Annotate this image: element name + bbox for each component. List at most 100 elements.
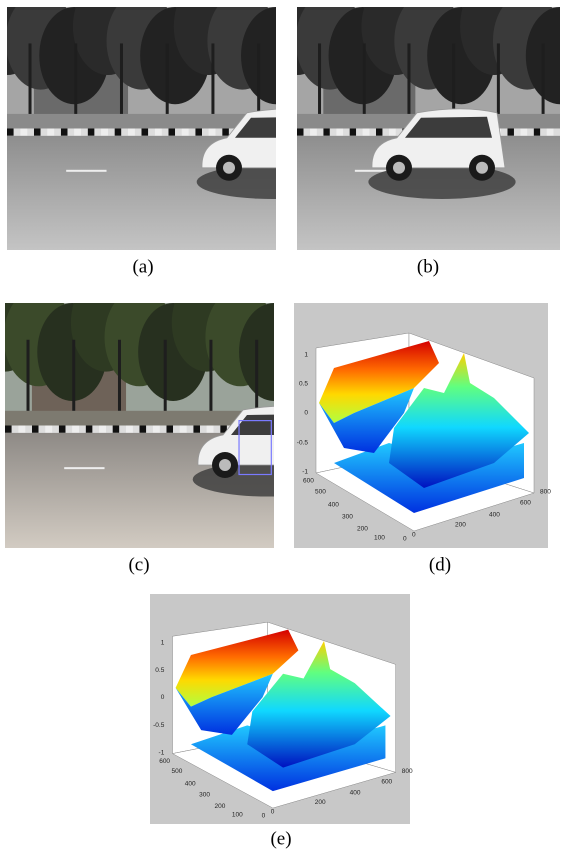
curb xyxy=(195,128,203,136)
surface xyxy=(175,629,299,707)
trunk xyxy=(119,43,123,117)
trunk xyxy=(74,43,78,117)
y-tick-label: 300 xyxy=(342,514,353,521)
curb xyxy=(11,425,19,433)
curb xyxy=(58,425,66,433)
curb xyxy=(72,425,79,433)
lane-mark xyxy=(66,169,107,172)
curb xyxy=(7,128,14,136)
caption: (e) xyxy=(270,828,291,849)
trunk xyxy=(72,339,76,414)
curb xyxy=(546,128,554,136)
surface xyxy=(319,341,439,423)
sidewalk xyxy=(5,410,274,426)
trunk xyxy=(163,339,167,414)
shadow xyxy=(192,462,274,497)
y-tick-label: 0 xyxy=(403,536,407,543)
curb xyxy=(375,128,383,136)
trunk xyxy=(211,43,215,117)
curb xyxy=(119,425,127,433)
z-tick-label: -0.5 xyxy=(153,722,165,729)
curb xyxy=(78,425,86,433)
curb xyxy=(520,128,528,136)
x-tick-label: 0 xyxy=(412,532,416,539)
curb xyxy=(297,128,304,136)
curb xyxy=(105,425,113,433)
curb xyxy=(181,128,189,136)
caption: (d) xyxy=(429,554,451,575)
curb xyxy=(303,128,311,136)
curb xyxy=(87,128,95,136)
y-tick-label: 100 xyxy=(232,811,243,818)
trunk xyxy=(209,339,213,414)
z-tick-label: 0 xyxy=(161,694,165,701)
trunk xyxy=(26,339,30,414)
photo xyxy=(5,303,274,548)
shadow xyxy=(196,164,276,199)
y-tick-label: 200 xyxy=(214,803,225,810)
curb xyxy=(222,128,229,136)
x-tick-label: 600 xyxy=(381,778,392,785)
curb xyxy=(208,128,216,136)
curb xyxy=(206,425,214,433)
curb xyxy=(362,128,370,136)
trunk xyxy=(255,339,259,414)
curb xyxy=(18,425,26,433)
curb xyxy=(316,128,324,136)
surface xyxy=(389,353,529,488)
x-tick-label: 0 xyxy=(271,809,275,816)
z-tick-label: -1 xyxy=(159,749,165,756)
curb xyxy=(107,128,115,136)
curb xyxy=(85,425,93,433)
curb xyxy=(54,128,61,136)
curb xyxy=(45,425,53,433)
curb xyxy=(533,128,541,136)
curb xyxy=(74,128,81,136)
curb xyxy=(343,128,350,136)
curb xyxy=(159,425,167,433)
curb xyxy=(146,425,153,433)
window xyxy=(235,117,276,138)
curb xyxy=(67,128,75,136)
curb xyxy=(40,128,48,136)
rim xyxy=(219,459,231,471)
curb xyxy=(186,425,194,433)
curb xyxy=(389,128,396,136)
curb xyxy=(500,128,508,136)
curb xyxy=(154,128,162,136)
x-tick-label: 200 xyxy=(455,522,466,529)
curb xyxy=(101,128,108,136)
z-tick-label: 0 xyxy=(304,410,308,417)
curb xyxy=(215,128,223,136)
curb xyxy=(369,128,376,136)
curb xyxy=(349,128,357,136)
x-tick-label: 800 xyxy=(402,768,413,775)
curb xyxy=(47,128,55,136)
curb xyxy=(513,128,521,136)
curb xyxy=(128,128,135,136)
curb xyxy=(141,128,149,136)
curb xyxy=(99,425,106,433)
x-tick-label: 400 xyxy=(489,512,500,519)
y-tick-label: 200 xyxy=(357,526,368,533)
curb xyxy=(5,425,12,433)
curb xyxy=(94,128,102,136)
window xyxy=(231,414,274,435)
curb xyxy=(329,128,337,136)
z-tick-label: 0.5 xyxy=(299,381,308,388)
curb xyxy=(540,128,547,136)
window xyxy=(405,116,492,138)
curb xyxy=(60,128,68,136)
curb xyxy=(65,425,73,433)
curb xyxy=(188,128,196,136)
z-tick-label: 1 xyxy=(161,640,165,647)
y-tick-label: 100 xyxy=(374,535,385,542)
surface xyxy=(319,388,414,453)
curb xyxy=(310,128,317,136)
photo xyxy=(297,7,560,250)
curb xyxy=(112,425,120,433)
curb xyxy=(202,128,209,136)
curb xyxy=(553,128,560,136)
curb xyxy=(33,128,41,136)
y-tick-label: 400 xyxy=(328,502,339,509)
